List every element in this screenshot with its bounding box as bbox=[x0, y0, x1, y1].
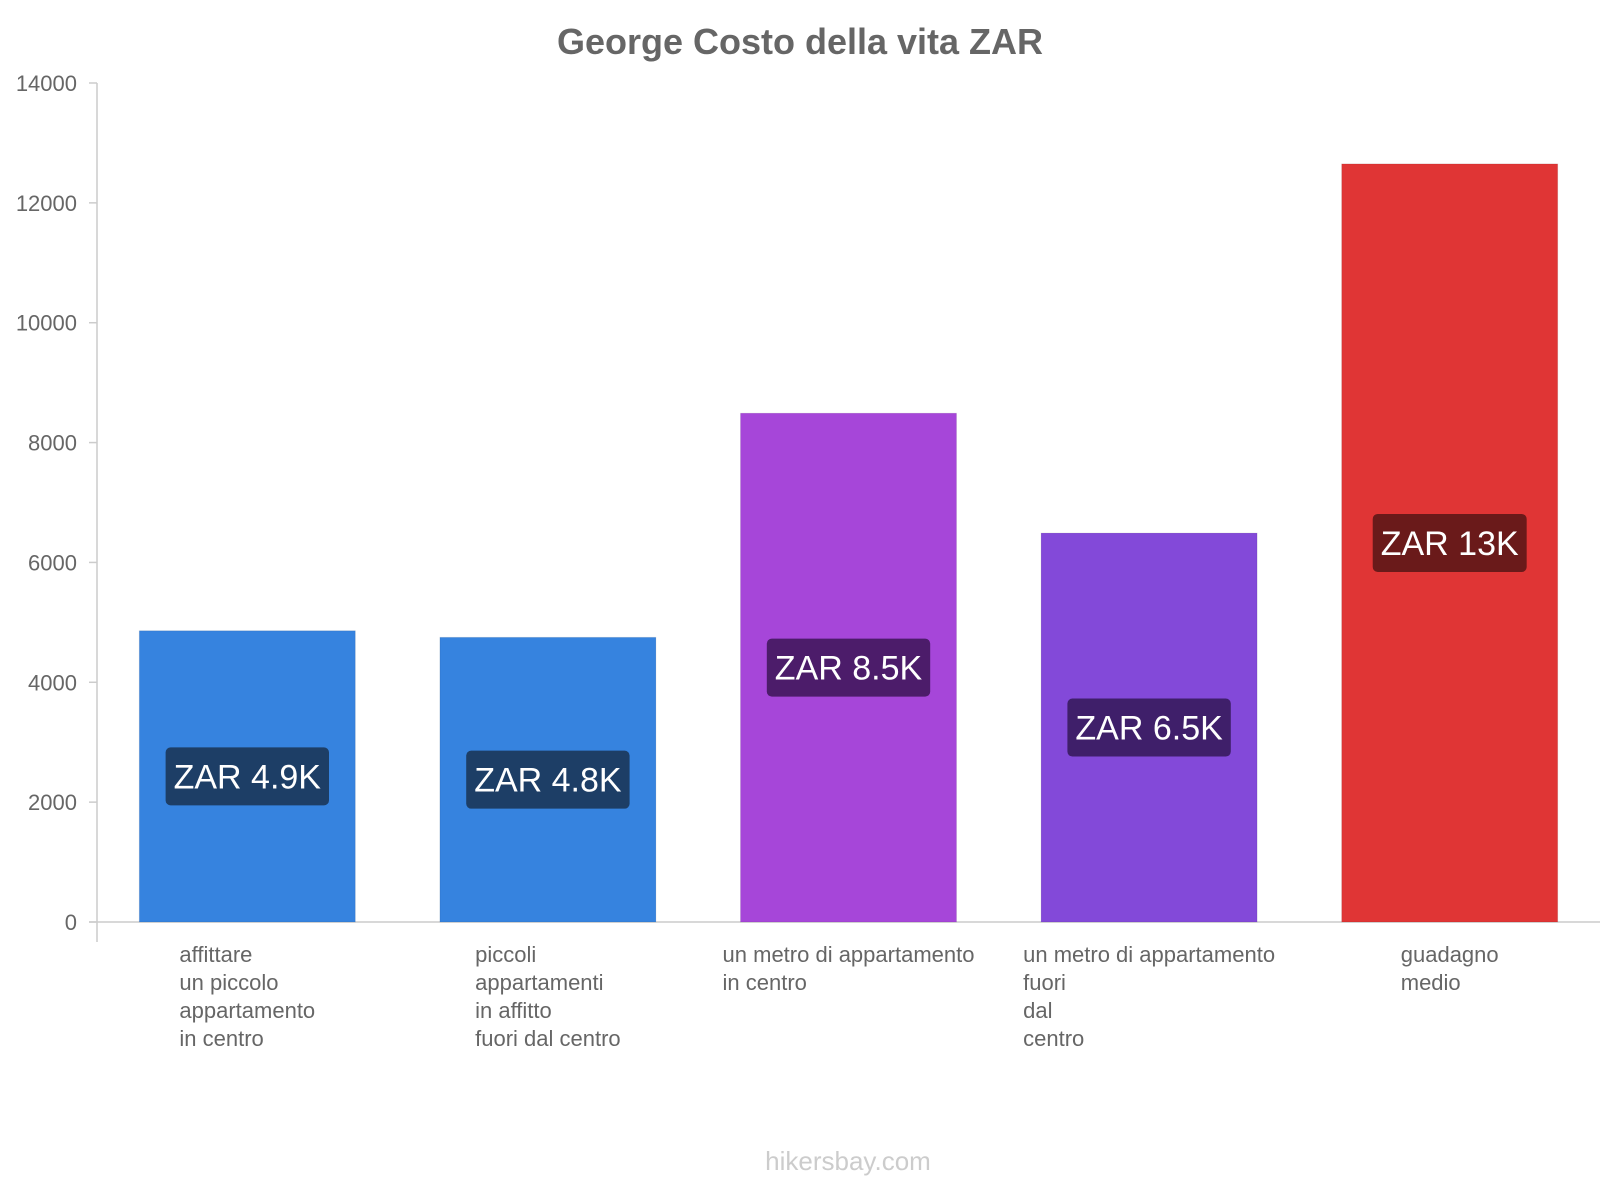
category-label: piccoli appartamenti in affitto fuori dal c… bbox=[475, 942, 621, 1051]
category-label-line: fuori dal centro bbox=[475, 1026, 621, 1051]
category-label: un metro di appartamento in centro bbox=[723, 942, 975, 995]
category-label-line: un metro di appartamento bbox=[723, 942, 975, 967]
category-label-line: appartamenti bbox=[475, 970, 603, 995]
y-tick-label: 10000 bbox=[16, 311, 77, 336]
category-label: un metro di appartamento fuori dal centro bbox=[1023, 942, 1275, 1051]
category-label-line: guadagno bbox=[1401, 942, 1499, 967]
category-label: guadagno medio bbox=[1401, 942, 1499, 995]
data-label: ZAR 6.5K bbox=[1075, 710, 1223, 748]
data-label-box bbox=[165, 747, 329, 806]
y-tick-label: 8000 bbox=[28, 431, 77, 456]
data-label: ZAR 8.5K bbox=[775, 650, 923, 688]
data-label-box bbox=[1067, 698, 1231, 757]
watermark: hikersbay.com bbox=[765, 1146, 931, 1176]
category-label-line: un piccolo bbox=[179, 970, 278, 995]
category-label-line: fuori bbox=[1023, 970, 1066, 995]
y-tick-label: 14000 bbox=[16, 71, 77, 96]
bars bbox=[138, 163, 1559, 923]
category-label-line: in centro bbox=[723, 970, 807, 995]
y-tick-label: 12000 bbox=[16, 191, 77, 216]
data-label: ZAR 4.9K bbox=[174, 758, 322, 796]
category-label-line: in centro bbox=[179, 1026, 263, 1051]
category-label-line: affittare bbox=[179, 942, 252, 967]
category-label-line: centro bbox=[1023, 1026, 1084, 1051]
y-tick-label: 2000 bbox=[28, 790, 77, 815]
category-label: affittare un piccolo appartamento in centro bbox=[179, 942, 315, 1051]
y-axis: 0 2000 4000 6000 8000 10000 12000 14000 bbox=[16, 71, 98, 942]
chart-title: George Costo della vita ZAR bbox=[557, 21, 1043, 62]
data-label-box bbox=[766, 638, 931, 697]
data-label-box bbox=[1372, 513, 1527, 572]
y-tick-label: 0 bbox=[65, 910, 77, 935]
data-label: ZAR 4.8K bbox=[474, 762, 622, 800]
data-label-box bbox=[466, 750, 630, 809]
category-label-line: appartamento bbox=[179, 998, 315, 1023]
category-label-line: in affitto bbox=[475, 998, 552, 1023]
data-label: ZAR 13K bbox=[1381, 525, 1519, 563]
y-tick-label: 6000 bbox=[28, 550, 77, 575]
y-tick-label: 4000 bbox=[28, 670, 77, 695]
category-labels: affittare un piccolo appartamento in centro… bbox=[179, 942, 1498, 1051]
category-label-line: un metro di appartamento bbox=[1023, 942, 1275, 967]
category-label-line: medio bbox=[1401, 970, 1461, 995]
category-label-line: dal bbox=[1023, 998, 1052, 1023]
category-label-line: piccoli bbox=[475, 942, 536, 967]
data-labels: ZAR 4.9K ZAR 4.8K ZAR 8.5K ZAR 6.5K ZAR 13K bbox=[165, 513, 1527, 809]
